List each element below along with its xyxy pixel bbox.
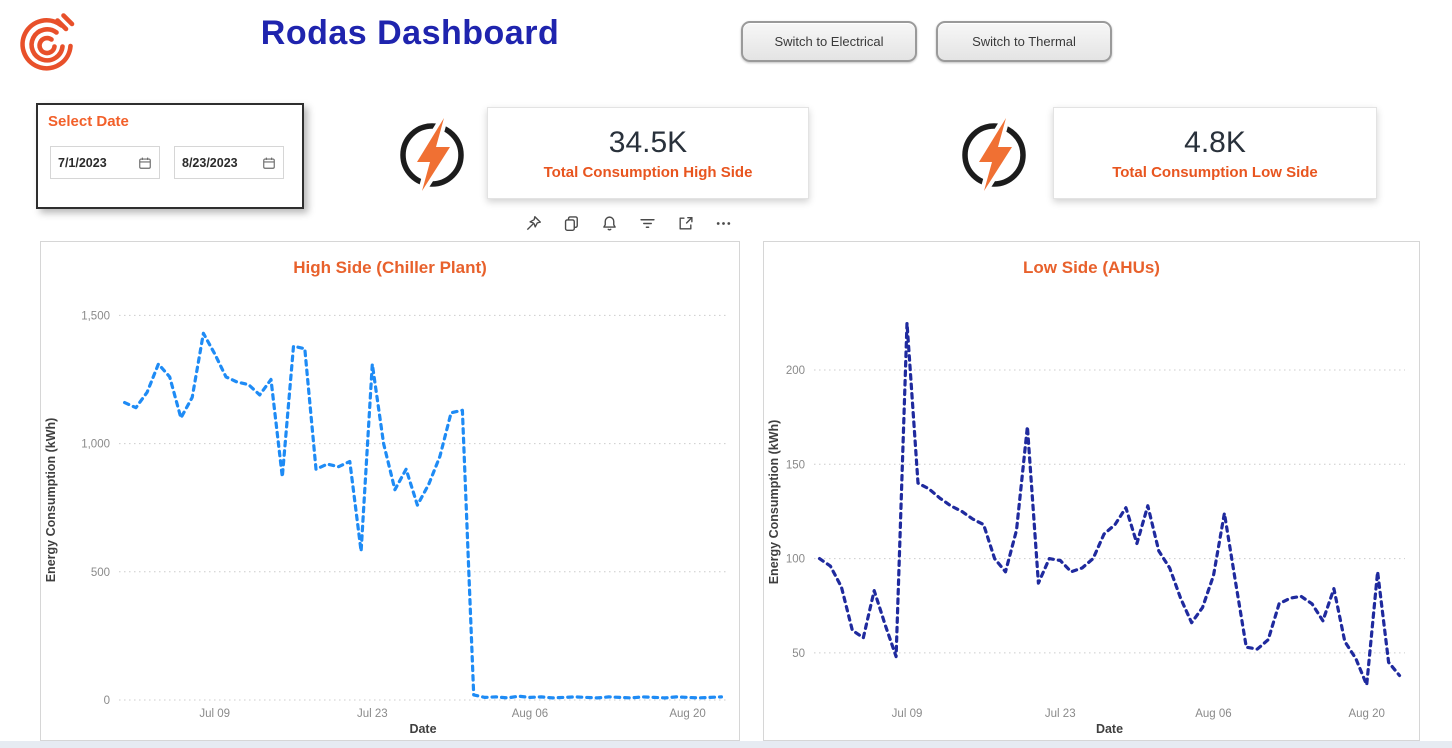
lightning-bolt-icon bbox=[962, 114, 1026, 195]
alert-icon[interactable] bbox=[601, 215, 618, 232]
svg-text:50: 50 bbox=[792, 648, 805, 660]
kpi-card-high-side: 34.5K Total Consumption High Side bbox=[487, 107, 809, 199]
kpi-value-low-side: 4.8K bbox=[1184, 125, 1246, 159]
svg-text:Date: Date bbox=[1096, 722, 1123, 736]
date-slicer-title: Select Date bbox=[48, 113, 129, 130]
visual-header-toolbar bbox=[525, 215, 732, 232]
svg-text:Jul 23: Jul 23 bbox=[1045, 708, 1076, 720]
end-date-value[interactable]: 8/23/2023 bbox=[182, 155, 238, 170]
calendar-icon[interactable] bbox=[138, 156, 152, 170]
low-side-chart-card: Low Side (AHUs) 50 100 150 200 Jul 09 Jul 23 A… bbox=[763, 241, 1420, 741]
end-date-input[interactable]: 8/23/2023 bbox=[174, 146, 284, 179]
svg-text:500: 500 bbox=[91, 567, 110, 579]
svg-text:Jul 23: Jul 23 bbox=[357, 708, 388, 720]
svg-text:1,000: 1,000 bbox=[81, 439, 110, 451]
svg-text:Jul 09: Jul 09 bbox=[892, 708, 923, 720]
switch-to-thermal-button[interactable]: Switch to Thermal bbox=[936, 21, 1112, 62]
kpi-card-low-side: 4.8K Total Consumption Low Side bbox=[1053, 107, 1377, 199]
svg-text:Date: Date bbox=[409, 722, 436, 736]
svg-text:Aug 20: Aug 20 bbox=[1348, 708, 1384, 720]
low-side-chart-title: Low Side (AHUs) bbox=[1023, 258, 1160, 277]
high-side-chart-card: High Side (Chiller Plant) 0 500 1,000 1,500… bbox=[40, 241, 740, 741]
kpi-label-low-side: Total Consumption Low Side bbox=[1112, 163, 1318, 181]
more-options-icon[interactable] bbox=[715, 215, 732, 232]
pin-icon[interactable] bbox=[525, 215, 542, 232]
filter-icon[interactable] bbox=[639, 215, 656, 232]
rodas-logo-icon bbox=[20, 13, 75, 71]
svg-text:Aug 06: Aug 06 bbox=[1195, 708, 1231, 720]
canvas-bottom-strip bbox=[0, 741, 1452, 748]
start-date-input[interactable]: 7/1/2023 bbox=[50, 146, 160, 179]
high-side-chart-title: High Side (Chiller Plant) bbox=[293, 258, 487, 277]
low-side-chart-canvas[interactable]: 50 100 150 200 Jul 09 Jul 23 Aug 06 Aug 20 Date E… bbox=[764, 288, 1419, 744]
svg-text:1,500: 1,500 bbox=[81, 310, 110, 322]
lightning-bolt-icon bbox=[400, 114, 464, 195]
start-date-value[interactable]: 7/1/2023 bbox=[58, 155, 107, 170]
copy-icon[interactable] bbox=[563, 215, 580, 232]
svg-text:Aug 20: Aug 20 bbox=[669, 708, 705, 720]
svg-text:100: 100 bbox=[786, 554, 805, 566]
date-slicer: Select Date 7/1/2023 8/23/2023 bbox=[36, 103, 304, 209]
svg-text:Aug 06: Aug 06 bbox=[512, 708, 548, 720]
svg-text:150: 150 bbox=[786, 459, 805, 471]
page-title: Rodas Dashboard bbox=[260, 14, 560, 52]
svg-text:200: 200 bbox=[786, 365, 805, 377]
svg-text:0: 0 bbox=[104, 695, 110, 707]
kpi-label-high-side: Total Consumption High Side bbox=[543, 163, 753, 181]
kpi-value-high-side: 34.5K bbox=[608, 125, 688, 159]
svg-text:Energy Consumption (kWh): Energy Consumption (kWh) bbox=[44, 418, 58, 583]
focus-mode-icon[interactable] bbox=[677, 215, 694, 232]
switch-to-electrical-button[interactable]: Switch to Electrical bbox=[741, 21, 917, 62]
high-side-chart-canvas[interactable]: 0 500 1,000 1,500 Jul 09 Jul 23 Aug 06 Aug 20 Da… bbox=[41, 288, 739, 744]
calendar-icon[interactable] bbox=[262, 156, 276, 170]
svg-text:Energy Consumption (kWh): Energy Consumption (kWh) bbox=[767, 420, 781, 585]
svg-text:Jul 09: Jul 09 bbox=[199, 708, 230, 720]
